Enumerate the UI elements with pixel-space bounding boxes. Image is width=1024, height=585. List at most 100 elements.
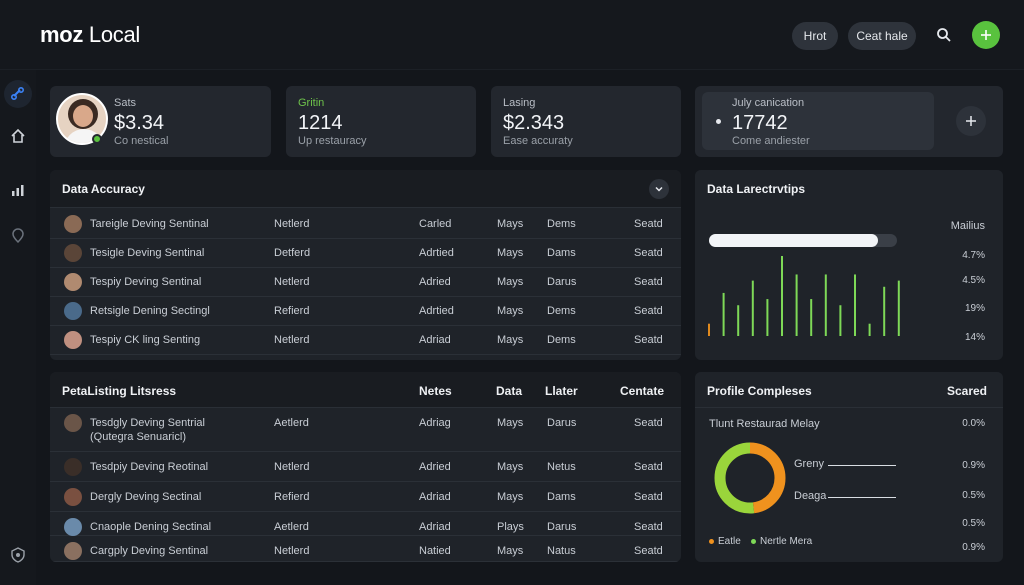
stat-card-lasing[interactable]: Lasing $2.343 Ease accuraty bbox=[491, 86, 681, 157]
table-row[interactable]: Tespiy Deving Sentinal Netlerd Adried Mays D… bbox=[50, 268, 681, 297]
table-cell-c3: Mays bbox=[497, 276, 524, 288]
table-cell-c4: Dems bbox=[547, 305, 576, 317]
table-cell-c1: Aetlerd bbox=[274, 417, 309, 429]
search-icon bbox=[937, 28, 951, 42]
table-cell-c5: Seatd bbox=[634, 521, 663, 533]
chart-side-value: 14% bbox=[964, 332, 985, 343]
table-cell-c5: Seatd bbox=[634, 334, 663, 346]
table-cell-c3: Plays bbox=[497, 521, 524, 533]
column-header: Mailius bbox=[950, 220, 985, 232]
table-cell-name: Dergly Deving Sectinal bbox=[90, 491, 202, 503]
table-cell-c1: Netlerd bbox=[274, 218, 310, 230]
chart-side-value: 4.5% bbox=[962, 275, 985, 286]
collapse-button[interactable] bbox=[649, 179, 669, 199]
header-button-create[interactable]: Ceat hale bbox=[848, 22, 916, 50]
plus-icon bbox=[981, 30, 991, 40]
plus-icon bbox=[966, 116, 976, 126]
legend-item: Nertle Mera bbox=[751, 536, 812, 547]
table-cell-c3: Mays bbox=[497, 247, 524, 259]
table-row[interactable]: Tesigle Deving Sentinal Detferd Adrtied May… bbox=[50, 239, 681, 268]
chart-subtitle: Tlunt Restaurad Melay bbox=[709, 418, 820, 430]
chart-side-value: 0.0% bbox=[962, 418, 985, 429]
table-row[interactable]: Cargply Deving Sentinal Netlerd Natied Mays… bbox=[50, 536, 681, 562]
stat-value: $2.343 bbox=[503, 112, 565, 134]
sidebar-item-reviews[interactable] bbox=[6, 224, 30, 248]
table-row[interactable]: Dergly Deving Sectinal Refierd Adriad Mays D… bbox=[50, 482, 681, 512]
chevron-down-icon bbox=[655, 186, 663, 192]
table-row[interactable]: Tareigle Deving Sentinal Netlerd Carled May… bbox=[50, 210, 681, 239]
add-stat-button[interactable] bbox=[956, 106, 986, 136]
sidebar-item-settings[interactable] bbox=[6, 543, 30, 567]
search-button[interactable] bbox=[930, 21, 958, 49]
table-cell-name: Tesdpiy Deving Reotinal bbox=[90, 461, 209, 473]
table-cell-c5: Seatd bbox=[634, 218, 663, 230]
table-row[interactable]: Tesdgly Deving Sentrial Aetlerd Adriag Mays… bbox=[50, 408, 681, 452]
table-cell-c3: Mays bbox=[497, 417, 524, 429]
sidebar-item-analytics[interactable] bbox=[6, 178, 30, 202]
progress-fill bbox=[709, 234, 879, 247]
table-cell-c4: Dams bbox=[547, 247, 576, 259]
chart-side-value: 0.9% bbox=[962, 460, 985, 471]
sidebar-item-home[interactable] bbox=[6, 124, 30, 148]
table-cell-c4: Dems bbox=[547, 334, 576, 346]
table-cell-c4: Dams bbox=[547, 491, 576, 503]
slice-label: Greny bbox=[794, 458, 824, 470]
legend-item: Eatle bbox=[709, 536, 741, 547]
column-header-data[interactable]: Data bbox=[496, 384, 523, 398]
table-cell-c2: Carled bbox=[419, 218, 452, 230]
column-header-llater[interactable]: Llater bbox=[545, 384, 578, 398]
stat-card-gritin[interactable]: Gritin 1214 Up restauracy bbox=[286, 86, 476, 157]
table-cell-c2: Adrtied bbox=[419, 305, 454, 317]
panel-header: Data Larectrvtips bbox=[695, 170, 1003, 208]
progress-track bbox=[709, 234, 897, 247]
stat-label: July canication bbox=[732, 97, 805, 109]
table-cell-c4: Darus bbox=[547, 276, 577, 288]
sidebar-item-links[interactable] bbox=[4, 80, 32, 108]
avatar bbox=[64, 273, 82, 291]
table-cell-c1: Netlerd bbox=[274, 334, 310, 346]
bullet-dot bbox=[716, 119, 721, 124]
stat-sub: Come andiester bbox=[732, 135, 810, 147]
app-logo[interactable]: moz Local bbox=[40, 22, 141, 47]
table-row[interactable]: Tesdpiy Deving Reotinal Netlerd Adried Mays… bbox=[50, 452, 681, 482]
legend-label: Nertle Mera bbox=[760, 536, 813, 547]
table-row[interactable]: Tespiy CK ling Senting Netlerd Adriad Mays D… bbox=[50, 326, 681, 355]
column-header-centate[interactable]: Centate bbox=[620, 384, 665, 398]
table-cell-c5: Seatd bbox=[634, 417, 663, 429]
table-cell-name: Tespiy Deving Sentinal bbox=[90, 276, 202, 288]
home-icon bbox=[11, 128, 25, 143]
stat-value: $3.34 bbox=[114, 112, 165, 134]
bar-chart bbox=[708, 256, 900, 336]
table-cell-c3: Mays bbox=[497, 218, 524, 230]
column-header-netes[interactable]: Netes bbox=[419, 384, 452, 398]
table-row[interactable]: Cnaople Dening Sectinal Aetlerd Adriad Play… bbox=[50, 512, 681, 536]
add-button[interactable] bbox=[972, 21, 1000, 49]
slice-leader-line bbox=[828, 497, 896, 498]
table-cell-c4: Darus bbox=[547, 417, 577, 429]
chart-side-value: 19% bbox=[964, 303, 985, 314]
table-cell-name: Tareigle Deving Sentinal bbox=[90, 218, 209, 230]
table-cell-name: Tesdgly Deving Sentrial bbox=[90, 417, 205, 429]
donut-slice bbox=[714, 442, 786, 514]
panel-header: Profile Compleses Scared bbox=[695, 372, 1003, 408]
data-accuracy-panel: Data Accuracy Tareigle Deving Sentinal Ne… bbox=[50, 170, 681, 360]
stat-value: 17742 bbox=[732, 112, 788, 134]
table-cell-c3: Mays bbox=[497, 334, 524, 346]
table-cell-c1: Netlerd bbox=[274, 461, 310, 473]
slice-label: Deaga bbox=[794, 490, 827, 502]
avatar bbox=[64, 331, 82, 349]
legend-swatch bbox=[709, 539, 714, 544]
header-button-hrot[interactable]: Hrot bbox=[792, 22, 838, 50]
avatar bbox=[64, 414, 82, 432]
table-cell-c2: Adriad bbox=[419, 334, 451, 346]
table-row[interactable]: Retsigle Dening Sectingl Refierd Adrtied Ma… bbox=[50, 297, 681, 326]
table-cell-name: Tespiy CK ling Senting bbox=[90, 334, 201, 346]
panel-title: Data Accuracy bbox=[62, 182, 145, 196]
avatar bbox=[64, 302, 82, 320]
bar-chart-icon bbox=[12, 185, 24, 196]
panel-header: Data Accuracy bbox=[50, 170, 681, 208]
table-cell-c4: Natus bbox=[547, 545, 576, 557]
stat-inner-card[interactable]: July canication 17742 Come andiester bbox=[702, 92, 934, 150]
stat-card-sats[interactable]: Sats $3.34 Co nestical bbox=[50, 86, 271, 157]
table-cell-subname: (Qutegra Senuaricl) bbox=[90, 431, 186, 443]
